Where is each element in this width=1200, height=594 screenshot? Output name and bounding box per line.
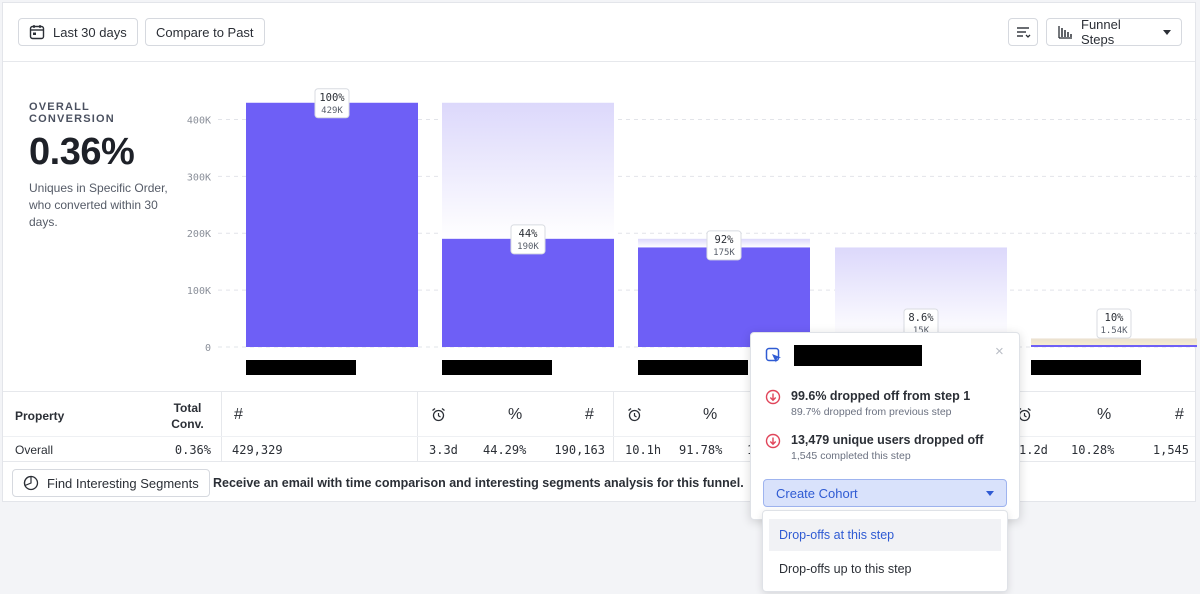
bar-chart-icon [1058, 26, 1072, 39]
y-tick-label: 400K [187, 115, 211, 126]
calendar-icon [29, 25, 45, 40]
date-range-button[interactable]: Last 30 days [18, 18, 138, 46]
bar-percent-label: 10% [1105, 312, 1125, 324]
step2-count: 190,163 [554, 443, 605, 457]
step5-pct: 10.28% [1071, 443, 1115, 457]
menu-item-dropoffs-at-step[interactable]: Drop-offs at this step [769, 519, 1001, 551]
count-icon: # [1175, 406, 1184, 423]
users-dropoff-title: 13,479 unique users dropped off [791, 433, 984, 447]
conversion-bar [638, 247, 810, 347]
cursor-click-icon [765, 347, 781, 363]
segments-icon [23, 475, 39, 491]
total-conv-header: Total Conv. [171, 401, 204, 431]
count-icon: # [585, 406, 594, 423]
y-tick-label: 100K [187, 286, 211, 297]
sort-filter-icon [1017, 27, 1031, 38]
chevron-down-icon [986, 491, 994, 496]
overall-conversion-label: OVERALL CONVERSION [29, 101, 115, 125]
overall-conversion-value: 0.36% [29, 131, 135, 173]
y-tick-label: 0 [205, 343, 211, 354]
funnel-table: Property Total Conv. # % # % % # Overall… [3, 391, 1195, 462]
step2-pct: 44.29% [483, 443, 527, 457]
bar-count-label: 175K [713, 248, 735, 258]
compare-button[interactable]: Compare to Past [145, 18, 265, 46]
bar-count-label: 15K [913, 326, 930, 336]
funnel-card: Last 30 days Compare to Past Funnel Step [2, 2, 1197, 504]
bar-label-box [1096, 308, 1132, 339]
percent-icon: % [703, 406, 718, 423]
view-select-label: Funnel Steps [1081, 17, 1121, 47]
row-label: Overall [15, 443, 54, 457]
view-select[interactable]: Funnel Steps [1046, 17, 1182, 47]
bar-label-box [314, 88, 350, 119]
selected-dropoff-highlight [1031, 338, 1197, 347]
bar-count-label: 1.54K [1100, 326, 1128, 336]
toolbar: Last 30 days Compare to Past Funnel Step [3, 3, 1195, 62]
compare-label: Compare to Past [156, 24, 254, 40]
users-dropoff-summary: 13,479 unique users dropped off 1,545 co… [765, 433, 983, 462]
cohort-menu: Drop-offs at this step Drop-offs up to t… [762, 510, 1008, 592]
date-range-label: Last 30 days [53, 24, 127, 40]
find-segments-button[interactable]: Find Interesting Segments [12, 469, 210, 497]
step-name-redacted [1031, 360, 1141, 375]
total-conv-value: 0.36% [174, 443, 211, 457]
close-icon[interactable]: × [995, 343, 1004, 360]
arrow-down-circle-icon [765, 433, 781, 449]
create-cohort-label: Create Cohort [776, 486, 858, 501]
bar-count-label: 190K [517, 242, 539, 252]
bar-label-box [510, 224, 546, 255]
conversion-bar [246, 102, 418, 347]
bar-label-box [706, 230, 742, 261]
step5-time: 1.2d [1019, 443, 1048, 457]
footer: Find Interesting Segments Receive an ema… [3, 461, 1195, 504]
dropoff-title: 99.6% dropped off from step 1 [791, 389, 971, 403]
step-name-redacted [638, 360, 748, 375]
sort-button[interactable] [1008, 18, 1038, 46]
step3-time: 10.1h [625, 443, 662, 457]
step3-pct: 91.78% [679, 443, 723, 457]
alarm-clock-icon [627, 407, 642, 425]
bar-percent-label: 8.6% [908, 312, 934, 324]
funnel-chart: 0 100K 200K 300K 400K 100% 429K 44% 190K 92% 175K 8… [187, 88, 1197, 375]
step-name-redacted [246, 360, 356, 375]
menu-item-dropoffs-up-to-step[interactable]: Drop-offs up to this step [779, 562, 912, 576]
step2-time: 3.3d [429, 443, 458, 457]
overall-conversion: OVERALL CONVERSION 0.36% Uniques in Spec… [29, 101, 179, 231]
overall-conversion-description: Uniques in Specific Order, who converted… [29, 181, 168, 229]
dropoff-bar [442, 102, 614, 239]
percent-icon: % [508, 406, 523, 423]
count-icon: # [234, 406, 243, 423]
y-tick-label: 200K [187, 229, 211, 240]
dropoff-subtitle: 89.7% dropped from previous step [791, 406, 952, 418]
dropoff-summary: 99.6% dropped off from step 1 89.7% drop… [765, 389, 970, 418]
create-cohort-button[interactable]: Create Cohort [763, 479, 1007, 507]
find-segments-label: Find Interesting Segments [47, 475, 199, 491]
chevron-down-icon [1163, 29, 1171, 35]
arrow-down-circle-icon [765, 389, 781, 405]
conversion-bar [442, 238, 614, 347]
dropoff-popup: × 99.6% dropped off from step 1 89.7% dr… [750, 332, 1020, 520]
step5-count: 1,545 [1152, 443, 1189, 457]
percent-icon: % [1097, 406, 1112, 423]
users-dropoff-subtitle: 1,545 completed this step [791, 450, 911, 462]
footer-message: Receive an email with time comparison an… [213, 476, 744, 490]
bar-percent-label: 44% [519, 228, 539, 240]
step-name-redacted [442, 360, 552, 375]
step-name-redacted [794, 345, 922, 366]
step1-count: 429,329 [232, 443, 283, 457]
y-tick-label: 300K [187, 172, 211, 183]
bar-percent-label: 100% [319, 92, 345, 104]
bar-percent-label: 92% [715, 234, 735, 246]
alarm-clock-icon [431, 407, 446, 425]
conversion-bar [1031, 345, 1197, 347]
bar-count-label: 429K [321, 106, 343, 116]
property-header: Property [15, 409, 65, 423]
